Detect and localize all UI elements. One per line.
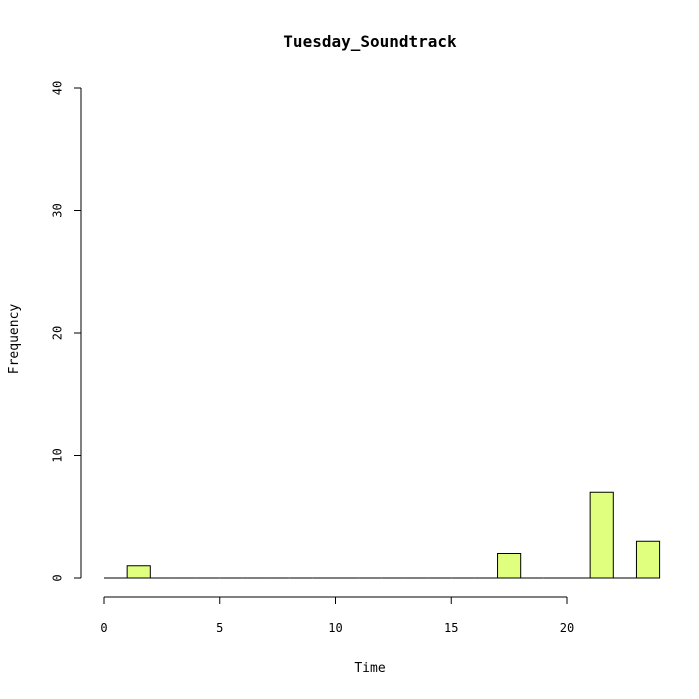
y-tick-label: 10	[51, 448, 65, 462]
x-tick-label: 20	[560, 621, 574, 635]
chart-title: Tuesday_Soundtrack	[283, 32, 457, 51]
y-tick-label: 20	[51, 326, 65, 340]
y-tick-label: 30	[51, 203, 65, 217]
y-tick-label: 40	[51, 81, 65, 95]
histogram-bar	[635, 540, 661, 579]
histogram-bar	[589, 491, 614, 579]
x-axis-label: Time	[354, 661, 385, 676]
y-axis: 0 10 20 30 40	[51, 81, 82, 582]
y-axis-label: Frequency	[7, 304, 22, 375]
x-tick-label: 0	[100, 621, 107, 635]
y-tick-label: 0	[51, 574, 65, 581]
x-axis: 0 5 10 15 20	[100, 596, 574, 635]
x-tick-label: 10	[328, 621, 342, 635]
bars-group	[104, 491, 661, 579]
histogram-bar	[497, 553, 522, 579]
histogram-bar	[126, 565, 151, 579]
x-tick-label: 5	[216, 621, 223, 635]
x-tick-label: 15	[444, 621, 458, 635]
